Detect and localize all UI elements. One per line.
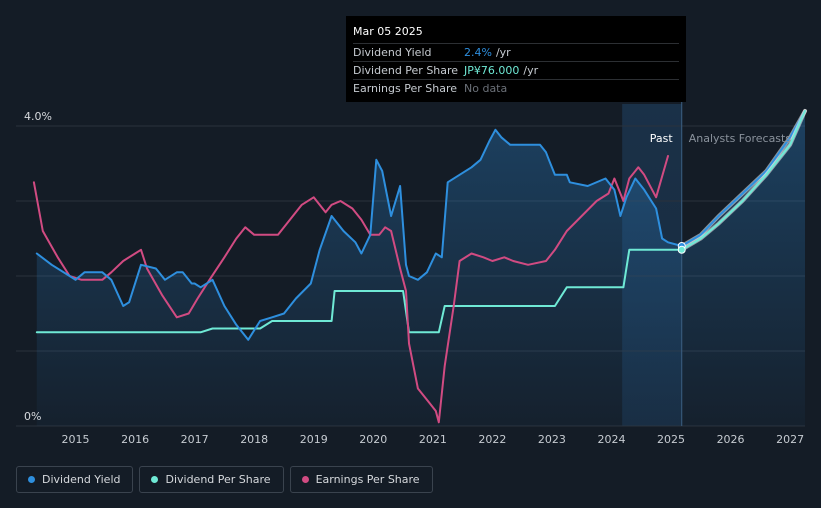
legend-dot-icon <box>28 476 35 483</box>
tooltip-label: Dividend Yield <box>353 46 432 59</box>
tooltip-row-earnings-per-share: Earnings Per Share No data <box>353 80 679 97</box>
x-tick-label: 2020 <box>359 433 387 446</box>
legend-earnings-per-share[interactable]: Earnings Per Share <box>289 466 433 493</box>
legend-label: Earnings Per Share <box>315 473 420 486</box>
x-tick-label: 2021 <box>419 433 447 446</box>
x-tick-label: 2017 <box>181 433 209 446</box>
legend-dividend-per-share[interactable]: Dividend Per Share <box>139 466 284 493</box>
tooltip-unit: /yr <box>523 64 539 77</box>
legend-label: Dividend Yield <box>42 473 121 486</box>
x-tick-label: 2026 <box>717 433 745 446</box>
dividend-per-share-marker <box>677 245 686 254</box>
x-tick-label: 2019 <box>300 433 328 446</box>
analysts-forecasts-label: Analysts Forecasts <box>689 132 792 145</box>
dividend-yield-line <box>35 110 806 341</box>
y-tick-label: 4.0% <box>24 110 52 123</box>
x-tick-label: 2023 <box>538 433 566 446</box>
legend-dot-icon <box>151 476 159 483</box>
x-tick-label: 2027 <box>776 433 804 446</box>
tooltip-label: Earnings Per Share <box>353 82 458 95</box>
dividend-yield-area <box>36 111 806 426</box>
dividend-per-share-forecast-line <box>680 110 806 251</box>
tooltip-markers <box>677 242 686 254</box>
dividend-yield-forecast-line <box>680 110 806 247</box>
earnings-per-share-line <box>32 155 669 424</box>
legend-dot-icon <box>301 476 309 483</box>
y-axis-labels: 0% 4.0% <box>24 110 52 423</box>
x-tick-label: 2016 <box>121 433 149 446</box>
x-tick-label: 2024 <box>597 433 625 446</box>
tooltip-row-dividend-per-share: Dividend Per Share JP¥76.000 /yr <box>353 62 679 80</box>
tooltip-date: Mar 05 2025 <box>353 22 679 44</box>
x-tick-label: 2025 <box>657 433 685 446</box>
x-axis-labels: 2015 2016 2017 2018 2019 2020 2021 2022 2023 2024… <box>62 433 805 446</box>
x-tick-label: 2015 <box>62 433 90 446</box>
tooltip-panel: Mar 05 2025 Dividend Yield 2.4% /yr Divi… <box>346 16 686 102</box>
tooltip-value: 2.4% <box>464 46 492 59</box>
legend-dividend-yield[interactable]: Dividend Yield <box>16 466 134 493</box>
y-tick-label: 0% <box>24 410 41 423</box>
tooltip-unit: /yr <box>495 46 511 59</box>
tooltip-value: No data <box>464 82 508 95</box>
past-label: Past <box>650 132 674 145</box>
x-tick-label: 2022 <box>478 433 506 446</box>
chart-legend: Dividend Yield Dividend Per Share Earnin… <box>16 466 433 493</box>
tooltip-value: JP¥76.000 <box>464 64 520 77</box>
legend-label: Dividend Per Share <box>165 473 271 486</box>
tooltip-row-dividend-yield: Dividend Yield 2.4% /yr <box>353 44 679 62</box>
x-tick-label: 2018 <box>240 433 268 446</box>
series-lines <box>32 109 807 424</box>
tooltip-label: Dividend Per Share <box>353 64 459 77</box>
